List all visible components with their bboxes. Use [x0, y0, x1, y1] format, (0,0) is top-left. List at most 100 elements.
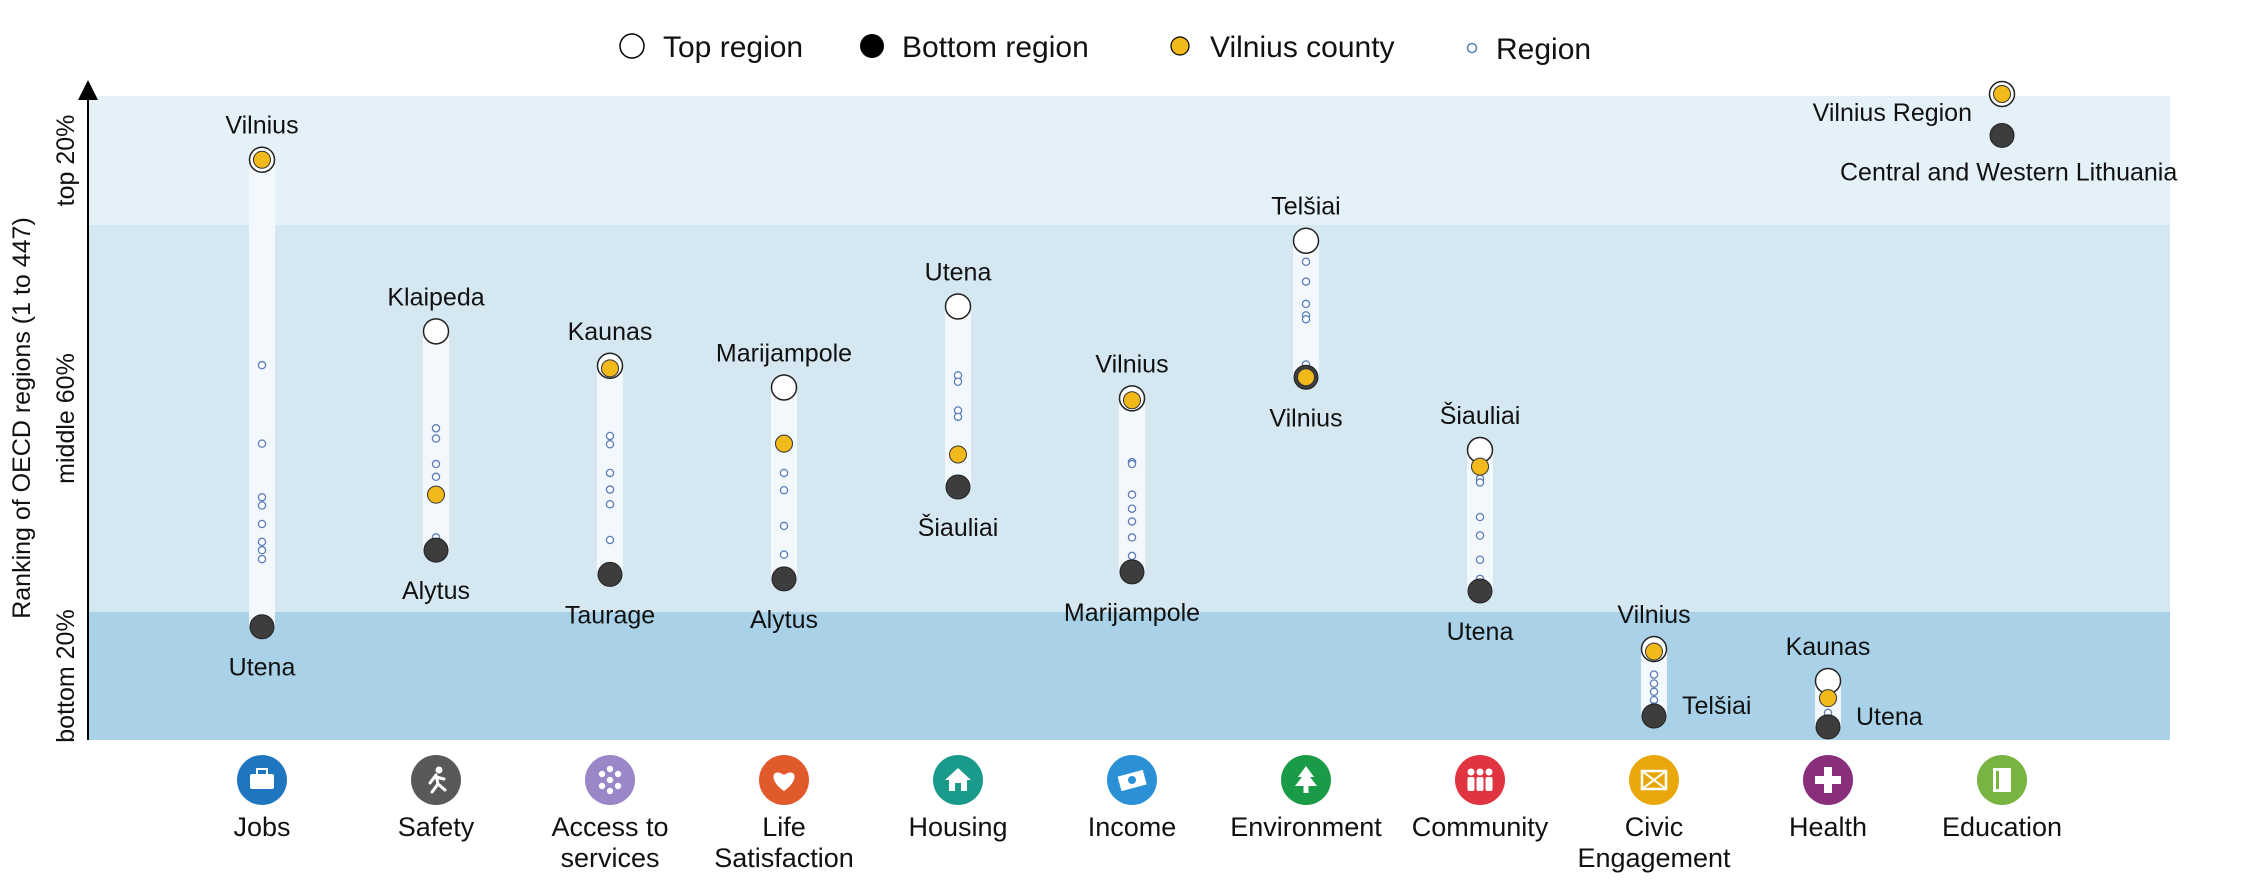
bottom-region-label: Utena [1447, 618, 1514, 646]
book-spine [1996, 771, 1999, 789]
county-point [775, 434, 793, 453]
region-point [1127, 533, 1137, 542]
category-label: Community [1412, 812, 1549, 842]
region-point [779, 485, 789, 495]
cross-icon [1803, 755, 1853, 805]
legend-top-marker [619, 33, 645, 59]
book-shape [1993, 768, 2011, 792]
category-label: Access to [551, 812, 668, 842]
person-head [1476, 768, 1484, 776]
house-shape [945, 768, 971, 791]
category-label: Income [1088, 812, 1177, 842]
range-bar-life-satisfaction [771, 387, 797, 579]
book-icon [1977, 755, 2027, 805]
region-point [605, 440, 615, 449]
region-point [257, 545, 267, 555]
point-labels: Vilnius Utena Klaipeda Alytus Kaunas Taurage M… [225, 99, 2177, 731]
region-point [953, 377, 963, 386]
bottom-region-point [249, 614, 275, 640]
county-point [253, 150, 271, 169]
region-point [431, 434, 441, 443]
heart-icon [759, 755, 809, 805]
region-point [953, 412, 963, 422]
region-point [1301, 299, 1311, 309]
top-region-point [422, 318, 450, 345]
county-point [1123, 391, 1141, 410]
region-point [431, 459, 441, 469]
bottom-region-label: Taurage [565, 601, 655, 629]
region-point [1649, 679, 1659, 688]
top-region-label: Vilnius [225, 112, 298, 140]
region-point [257, 501, 267, 510]
bottom-region-point [1641, 703, 1667, 729]
category-label: Safety [398, 812, 475, 842]
services-icon [585, 755, 635, 805]
region-point [257, 537, 267, 547]
county-point [1645, 642, 1663, 661]
legend-label: Bottom region [902, 31, 1089, 64]
band-label: top 20% [52, 115, 80, 207]
region-point [779, 468, 789, 478]
region-point [257, 554, 267, 564]
category-label: Life [762, 812, 806, 842]
region-point [257, 360, 267, 370]
services-dot [606, 787, 614, 795]
top-region-label: Šiauliai [1440, 401, 1521, 430]
people-icon [1455, 755, 1505, 805]
top-region-label: Utena [925, 258, 992, 286]
services-dot [598, 770, 606, 778]
region-point [431, 472, 441, 482]
services-dot [598, 782, 606, 790]
region-point [257, 492, 267, 502]
region-point [1649, 670, 1659, 679]
region-point [1127, 504, 1137, 513]
bottom-region-point [1989, 122, 2015, 148]
top-region-label: Kaunas [1786, 633, 1871, 661]
region-point [1301, 257, 1311, 267]
category-label: Jobs [233, 812, 290, 842]
top-region-point [770, 374, 798, 401]
person-head [1485, 768, 1493, 776]
envelope-cross [1641, 770, 1667, 790]
band-label: middle 60% [52, 353, 80, 484]
bottom-region-point [1467, 578, 1493, 604]
bottom-region-label: Alytus [402, 577, 470, 605]
category-label: services [560, 843, 659, 873]
legend-region-marker [1466, 42, 1478, 54]
top-region-label: Klaipeda [387, 283, 484, 311]
region-point [1301, 314, 1311, 324]
civic-icon [1629, 755, 1679, 805]
bottom-region-label: Šiauliai [918, 513, 999, 542]
person-head [1467, 768, 1475, 776]
top-region-label: Vilnius Region [1813, 99, 1972, 127]
heart-shape [773, 772, 795, 791]
region-point [1127, 551, 1137, 561]
runner-icon [411, 755, 461, 805]
region-point [1475, 531, 1485, 540]
region-point [779, 550, 789, 559]
data-points [248, 80, 2016, 740]
region-point [779, 521, 789, 531]
house-door [955, 783, 961, 791]
county-point [601, 359, 619, 378]
county-point [427, 485, 445, 504]
region-point [1475, 512, 1485, 522]
band-label: bottom 20% [52, 609, 80, 742]
region-point [431, 424, 441, 433]
person-body [1467, 777, 1475, 791]
county-point [1819, 689, 1837, 708]
runner-head [435, 766, 443, 774]
category-label: Civic [1625, 812, 1684, 842]
bottom-region-label: Vilnius [1269, 404, 1342, 432]
bottom-region-label: Alytus [750, 606, 818, 634]
money-icon [1107, 755, 1157, 805]
top-region-label: Vilnius [1617, 601, 1690, 629]
category-label: Health [1789, 812, 1867, 842]
bottom-region-point [423, 537, 449, 563]
legend: Top region Bottom region Vilnius county Reg… [619, 31, 1591, 66]
services-dot [606, 776, 614, 784]
services-dot [614, 770, 622, 778]
bottom-region-point [1815, 714, 1841, 740]
top-region-label: Kaunas [568, 318, 653, 346]
